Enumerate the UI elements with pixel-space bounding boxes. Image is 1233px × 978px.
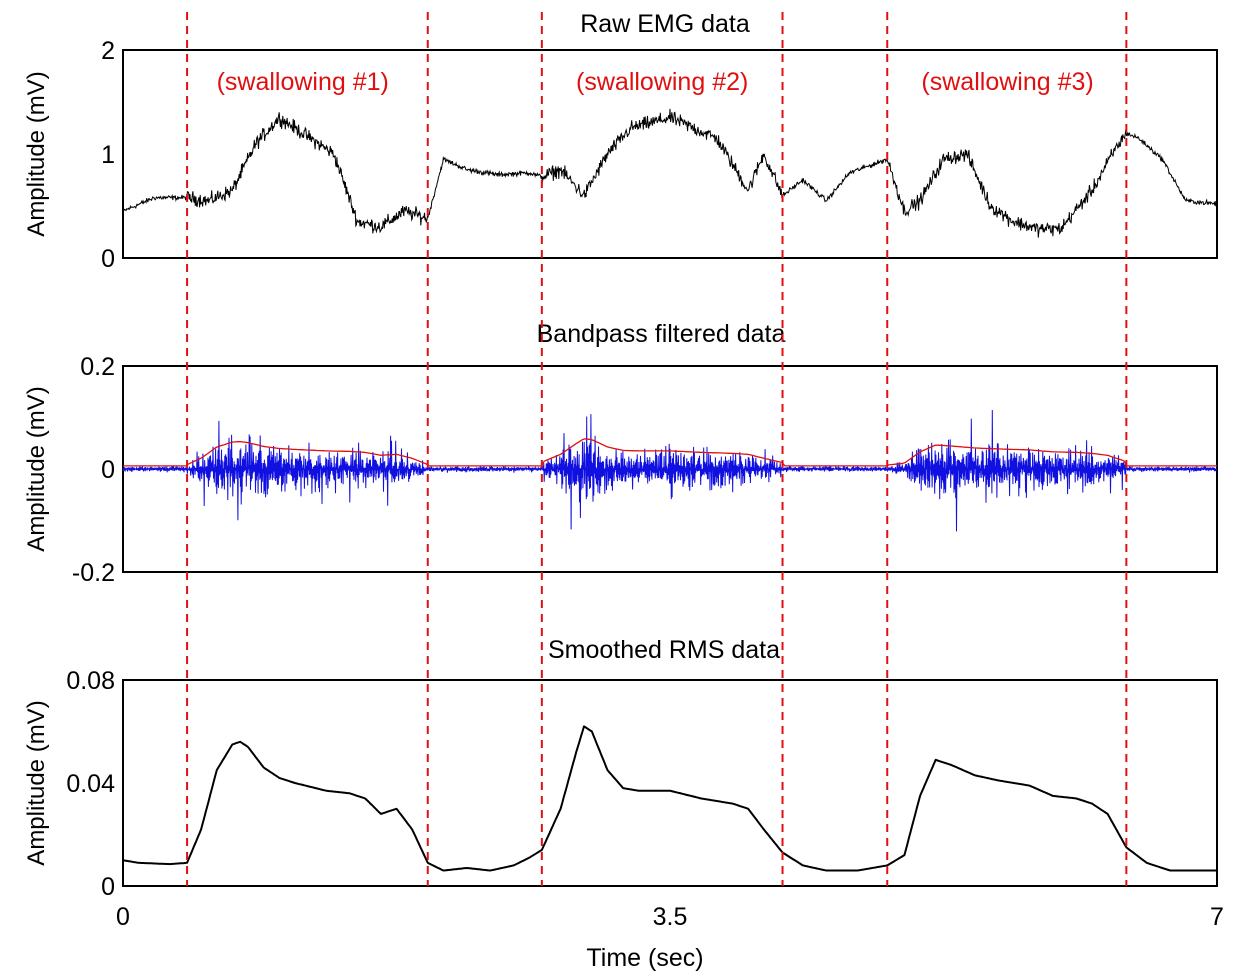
panel-raw-emg-ylabel: Amplitude (mV) xyxy=(23,71,50,236)
panel-rms-frame xyxy=(122,679,1218,887)
segment-label: (swallowing #3) xyxy=(921,68,1093,96)
panel-raw-emg-yticks: 2 1 0 xyxy=(101,37,115,273)
panel-bandpass-ylabel: Amplitude (mV) xyxy=(23,386,50,551)
panel-rms-plot xyxy=(122,725,1217,872)
x-axis-label: Time (sec) xyxy=(586,944,703,972)
panel-raw-emg: 2 1 0 Amplitude (mV) Raw EMG data xyxy=(23,6,1218,273)
raw-emg-trace xyxy=(122,108,1218,238)
panel-bandpass-plot xyxy=(122,409,1218,532)
panel-raw-emg-plot xyxy=(122,108,1218,238)
y-tick-label: 0 xyxy=(101,245,115,273)
y-tick-label: 0 xyxy=(101,873,115,901)
panel-rms-ylabel: Amplitude (mV) xyxy=(23,700,50,865)
x-tick-label: 3.5 xyxy=(653,903,688,931)
y-tick-label: 2 xyxy=(101,37,115,65)
panel-rms-title-bg xyxy=(505,628,825,670)
y-tick-label: 1 xyxy=(101,141,115,169)
segment-label: (swallowing #1) xyxy=(217,68,389,96)
bandpass-envelope-line xyxy=(123,438,1217,467)
panel-bandpass-yticks: 0.2 0 -0.2 xyxy=(72,353,115,587)
x-tick-label: 0 xyxy=(116,903,130,931)
panel-bandpass: 0.2 0 -0.2 Amplitude (mV) Bandpass filtere… xyxy=(23,312,1218,587)
y-tick-label: 0 xyxy=(101,456,115,484)
y-tick-label: 0.2 xyxy=(80,353,115,381)
bandpass-signal-trace xyxy=(122,409,1218,532)
y-tick-label: 0.04 xyxy=(66,770,115,798)
panel-rms-yticks: 0.08 0.04 0 xyxy=(66,667,115,901)
panel-raw-emg-title-bg xyxy=(545,6,785,42)
swallowing-segment-labels: (swallowing #1) (swallowing #2) (swallowin… xyxy=(217,68,1094,96)
y-tick-label: 0.08 xyxy=(66,667,115,695)
panel-bandpass-title-bg xyxy=(480,312,842,354)
segment-label: (swallowing #2) xyxy=(576,68,748,96)
panel-raw-emg-frame xyxy=(122,49,1218,259)
event-marker-lines xyxy=(186,12,1128,886)
panel-rms: 0.08 0.04 0 Amplitude (mV) Smoothed RMS da… xyxy=(23,628,1218,901)
rms-trace xyxy=(122,725,1217,872)
panel-rms-title: Smoothed RMS data xyxy=(548,636,780,664)
x-axis-ticks: 0 3.5 7 xyxy=(116,903,1224,931)
panel-raw-emg-title: Raw EMG data xyxy=(580,10,750,38)
y-tick-label: -0.2 xyxy=(72,559,115,587)
panel-bandpass-title: Bandpass filtered data xyxy=(537,320,786,348)
x-tick-label: 7 xyxy=(1210,903,1224,931)
